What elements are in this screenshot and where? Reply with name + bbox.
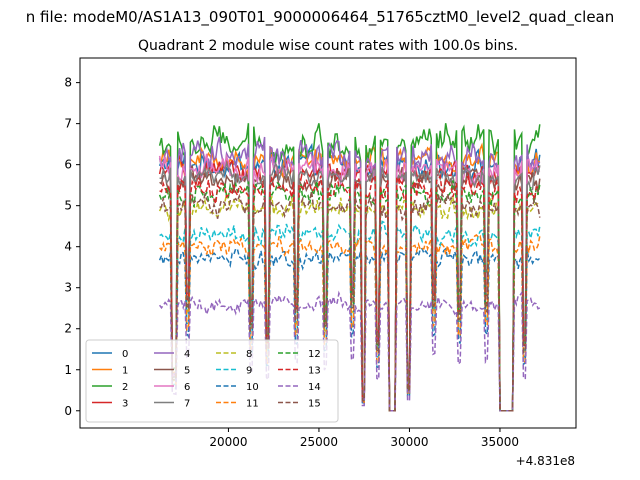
legend-label: 2 (122, 382, 128, 393)
legend-box (85, 339, 339, 423)
legend-label: 13 (308, 366, 321, 377)
legend-label: 9 (246, 366, 252, 377)
series-line-14 (158, 290, 541, 412)
legend-label: 14 (308, 382, 321, 393)
legend-label: 1 (122, 366, 128, 377)
y-tick-label: 8 (64, 76, 72, 90)
y-tick-label: 4 (64, 240, 72, 254)
y-tick-label: 3 (64, 281, 72, 295)
legend-label: 12 (308, 349, 321, 360)
x-offset-text: +4.831e8 (516, 454, 575, 468)
series-line-11 (159, 234, 541, 412)
legend-label: 5 (184, 366, 190, 377)
series-line-7 (159, 160, 541, 412)
legend-label: 0 (122, 349, 128, 360)
y-axis: 0 1 2 3 4 5 6 7 8 (64, 76, 80, 418)
legend-label: 6 (184, 382, 190, 393)
x-tick-label: 20000 (209, 435, 247, 449)
y-tick-label: 1 (64, 363, 72, 377)
y-tick-label: 0 (64, 404, 72, 418)
series-line-10 (158, 247, 541, 412)
series-line-13 (159, 173, 540, 412)
y-tick-label: 7 (64, 117, 72, 131)
x-tick-label: 25000 (300, 435, 338, 449)
legend-label: 7 (184, 399, 190, 410)
series-line-15 (159, 191, 541, 412)
x-tick-label: 35000 (481, 435, 519, 449)
legend-label: 8 (246, 349, 252, 360)
x-axis: 20000 25000 30000 35000 (209, 428, 519, 449)
plot-frame (79, 57, 577, 429)
chart-title: Quadrant 2 module wise count rates with … (138, 38, 518, 54)
series-line-12 (158, 179, 541, 412)
series-layer (158, 123, 541, 412)
series-line-4 (158, 136, 541, 412)
y-tick-label: 5 (64, 199, 72, 213)
y-tick-label: 2 (64, 322, 72, 336)
legend-label: 10 (246, 382, 259, 393)
figure-suptitle: n file: modeM0/AS1A13_090T01_9000006464_… (26, 8, 615, 27)
x-tick-label: 30000 (390, 435, 428, 449)
legend-label: 4 (184, 349, 190, 360)
legend-label: 11 (246, 399, 259, 410)
legend-label: 3 (122, 399, 128, 410)
legend-label: 15 (308, 399, 321, 410)
y-tick-label: 6 (64, 158, 72, 172)
